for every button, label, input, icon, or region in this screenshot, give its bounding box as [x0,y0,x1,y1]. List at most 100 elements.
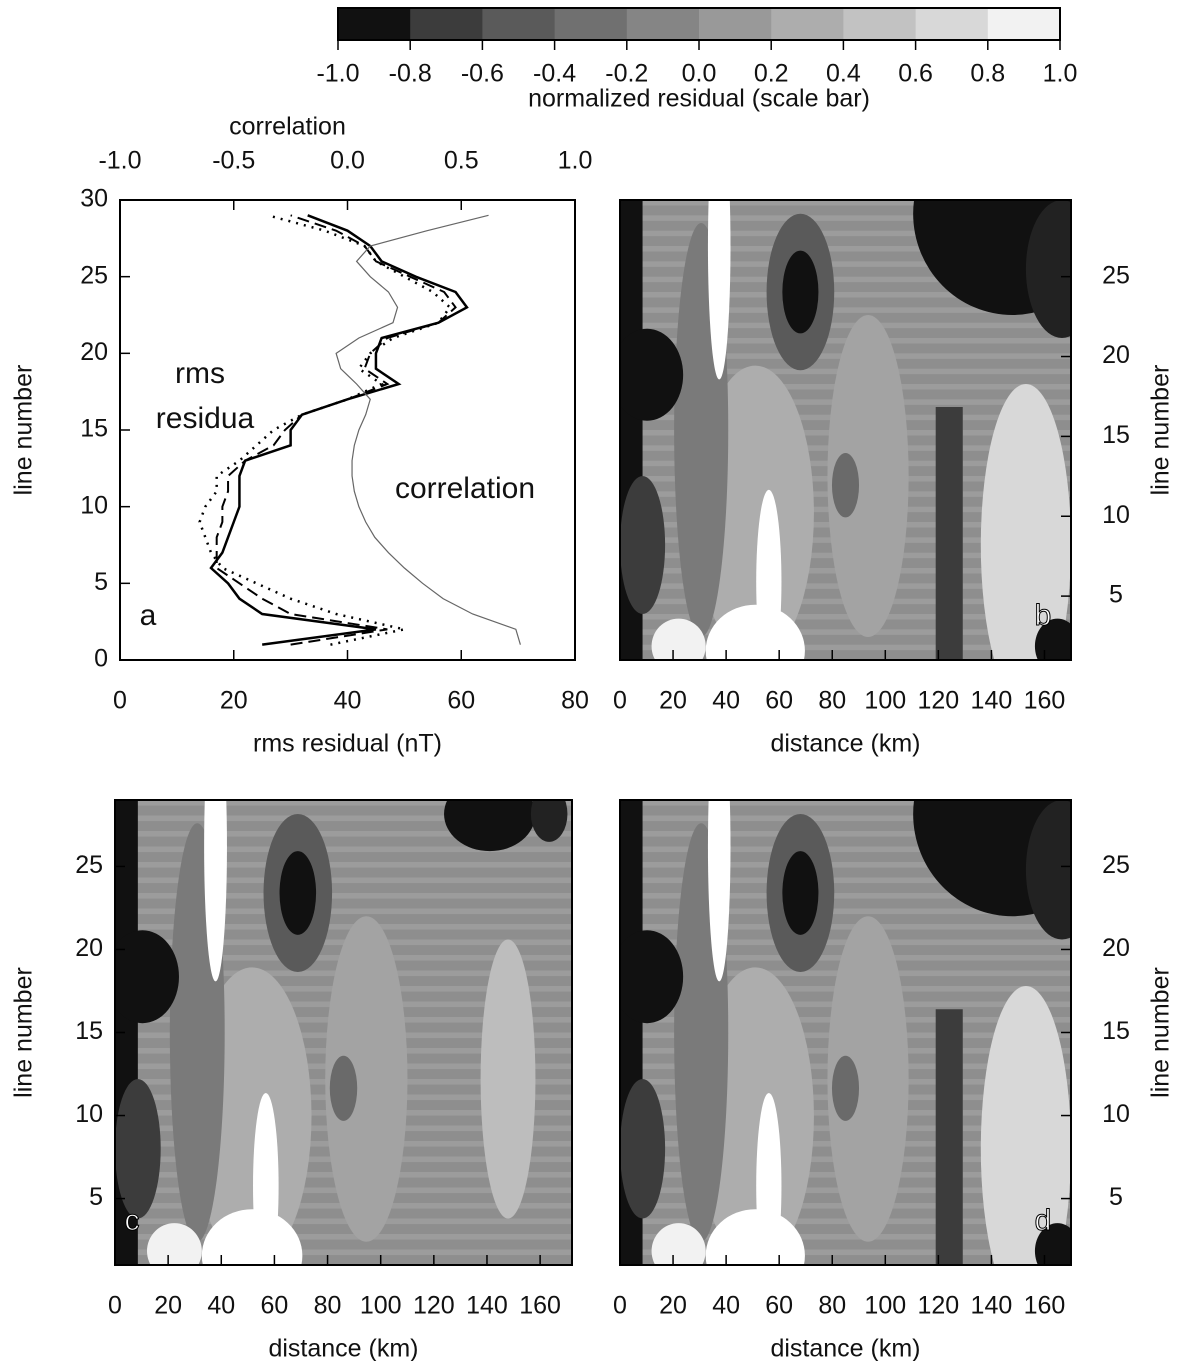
x-tick-label: 0 [613,1292,627,1320]
field-region [620,476,666,614]
field-region [935,1009,963,1265]
field-region [115,893,572,899]
field-region [935,407,963,660]
plot-frame [119,199,576,661]
x-tick-label: 140 [971,687,1013,715]
colorbar-tick-label: -1.0 [316,60,359,88]
x-tick-label: 0 [108,1292,122,1320]
field-region [707,800,731,982]
field-region [1034,618,1071,660]
y-tick-label: 15 [1102,1017,1130,1045]
field-region [115,877,572,884]
panel-label: c [125,1204,140,1237]
colorbar-segment [626,8,700,40]
panel-label: b [1035,599,1052,632]
x-tick-label: 60 [447,687,475,715]
y-tick-label: 15 [75,1017,103,1045]
field-region [115,908,572,915]
field-region [651,618,706,660]
field-region [480,939,536,1219]
x-tick-label: 20 [220,687,248,715]
field-region [620,877,1071,884]
x-tick-label: 60 [765,1292,793,1320]
x-axis-label: distance (km) [268,1335,418,1361]
colorbar-segment [987,8,1061,40]
field-region [115,815,572,822]
field-region [115,1218,572,1225]
x-tick-label: 60 [261,1292,289,1320]
colorbar-segment [915,8,989,40]
series-line [198,214,452,646]
field-region [201,1209,303,1265]
field-region [620,930,684,1024]
field-region [620,800,1071,806]
residual-field [620,800,1071,1265]
colorbar-tick-label: -0.2 [605,60,648,88]
field-region [913,800,1071,917]
field-region [980,384,1071,660]
field-region [115,831,572,837]
x-tick-label: 0 [113,687,127,715]
y-tick-label: 25 [80,261,108,289]
field-region [707,200,731,380]
colorbar-tick-label: 0.2 [754,60,789,88]
x-axis-label: rms residual (nT) [253,730,442,758]
colorbar-segment [699,8,772,40]
field-region [115,1079,161,1219]
series-line [215,214,457,646]
colorbar-segment [843,8,917,40]
x-tick-label: 100 [360,1292,402,1320]
field-region [115,800,572,806]
field-region [325,916,408,1242]
x-tick-label: 40 [712,1292,740,1320]
x2-tick-label: -1.0 [98,147,141,175]
field-region [620,629,1071,635]
field-region [620,939,1071,946]
y-axis-label: line number [1147,365,1175,496]
y-axis-label: line number [1147,967,1175,1098]
y-tick-label: 25 [1102,261,1130,289]
plot-frame [114,799,573,1266]
y-tick-label: 20 [1102,341,1130,369]
field-region [620,644,1071,651]
x2-tick-label: 0.5 [444,147,479,175]
field-region [913,200,1071,315]
y-axis-label: line number [10,365,38,496]
y-tick-label: 5 [1109,1183,1123,1211]
field-region [651,1223,706,1265]
y-tick-label: 20 [1102,934,1130,962]
x-tick-label: 20 [154,1292,182,1320]
y-axis-label: line number [10,967,38,1098]
y-tick-label: 10 [75,1100,103,1128]
field-region [620,846,1071,853]
y-tick-label: 25 [1102,851,1130,879]
field-region [827,315,909,637]
field-region [831,1055,860,1121]
annotation: correlation [395,472,535,505]
colorbar-segment [410,8,483,40]
field-region [620,1249,1071,1256]
x2-tick-label: 1.0 [558,147,593,175]
field-region [620,261,1071,267]
x-tick-label: 100 [864,687,906,715]
annotation: residua [156,402,255,435]
x-tick-label: 120 [917,687,959,715]
colorbar-tick-label: 1.0 [1043,60,1078,88]
x-tick-label: 80 [818,1292,846,1320]
field-region [115,939,572,946]
field-region [620,614,1071,620]
field-region [279,851,317,935]
field-region [620,815,1071,822]
colorbar-tick-label: -0.4 [533,60,576,88]
y-tick-label: 25 [75,851,103,879]
x-tick-label: 160 [1024,1292,1066,1320]
field-region [620,307,1071,313]
field-region [620,908,1071,915]
field-region [831,453,860,518]
field-region [204,800,227,982]
panel-label: a [140,599,157,632]
x2-axis-label: correlation [229,113,346,141]
field-region [115,1249,572,1256]
residual-field [620,200,1071,660]
